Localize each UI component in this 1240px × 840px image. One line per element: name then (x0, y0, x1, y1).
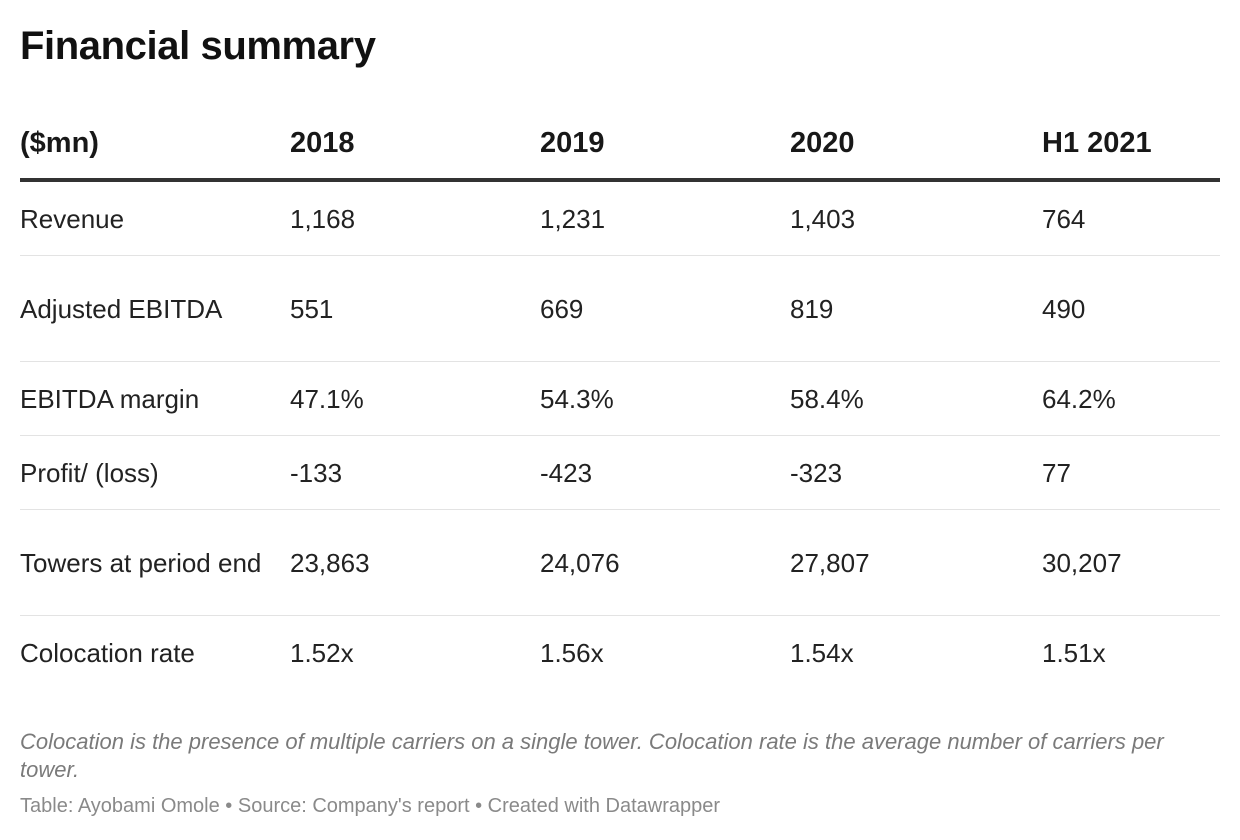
table-cell: 30,207 (1042, 547, 1122, 578)
row-label: EBITDA margin (20, 383, 200, 414)
table-row: Profit/ (loss) -133 -423 -323 77 (20, 436, 1220, 510)
table-cell: 23,863 (290, 547, 370, 578)
table-row: Adjusted EBITDA 551 669 819 490 (20, 256, 1220, 362)
table-row: Revenue 1,168 1,231 1,403 764 (20, 182, 1220, 256)
table-row: Colocation rate 1.52x 1.56x 1.54x 1.51x (20, 616, 1220, 690)
table-cell: 47.1% (290, 383, 364, 414)
table-row: EBITDA margin 47.1% 54.3% 58.4% 64.2% (20, 362, 1220, 436)
table-cell: 490 (1042, 293, 1086, 324)
table-cell: 77 (1042, 457, 1071, 488)
table-cell: -423 (540, 457, 593, 488)
table-cell: 58.4% (790, 383, 864, 414)
row-label: Profit/ (loss) (20, 457, 159, 488)
table-cell: 1,231 (540, 203, 606, 234)
table-cell: -133 (290, 457, 343, 488)
table-notes: Colocation is the presence of multiple c… (20, 729, 1164, 782)
table-cell: 24,076 (540, 547, 620, 578)
table-cell: 764 (1042, 203, 1086, 234)
table-row: Towers at period end 23,863 24,076 27,80… (20, 510, 1220, 616)
page-title: Financial summary (20, 24, 376, 68)
source-credit: Table: Ayobami Omole • Source: Company's… (20, 795, 720, 817)
table-cell: 1.54x (790, 638, 854, 668)
column-header: 2019 (540, 127, 605, 159)
table-cell: 1.51x (1042, 638, 1106, 668)
table-cell: 54.3% (540, 383, 614, 414)
table-cell: -323 (790, 457, 843, 488)
table-cell: 1,403 (790, 203, 856, 234)
column-header: H1 2021 (1042, 127, 1152, 159)
table-cell: 1.56x (540, 638, 604, 668)
row-label: Colocation rate (20, 638, 195, 668)
table-header-row: ($mn) 2018 2019 2020 H1 2021 (20, 108, 1220, 182)
table-cell: 27,807 (790, 547, 870, 578)
column-header: ($mn) (20, 127, 99, 159)
row-label: Adjusted EBITDA (20, 293, 223, 324)
table-cell: 669 (540, 293, 584, 324)
table-cell: 551 (290, 293, 334, 324)
column-header: 2018 (290, 127, 355, 159)
table-cell: 64.2% (1042, 383, 1116, 414)
row-label: Towers at period end (20, 547, 262, 578)
column-header: 2020 (790, 127, 855, 159)
table-cell: 1,168 (290, 203, 356, 234)
table-cell: 1.52x (290, 638, 354, 668)
row-label: Revenue (20, 203, 125, 234)
table-cell: 819 (790, 293, 834, 324)
financial-table: ($mn) 2018 2019 2020 H1 2021 Revenue 1,1… (20, 108, 1220, 690)
